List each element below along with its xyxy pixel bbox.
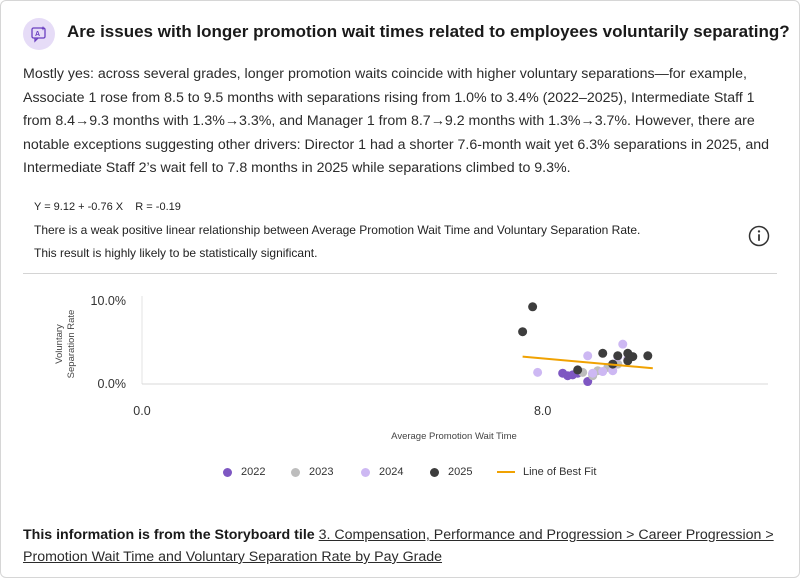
storyboard-tile-link[interactable]: 3. Compensation, Performance and Progres… — [23, 527, 774, 565]
legend-item-2023[interactable]: 2023 — [291, 466, 333, 478]
y-tick-label: 0.0% — [98, 377, 127, 391]
point-2022 — [558, 368, 568, 378]
point-2025 — [573, 365, 583, 375]
point-2025 — [518, 327, 528, 337]
legend-item-2022[interactable]: 2022 — [223, 466, 265, 478]
source-attribution: This information is from the Storyboard … — [23, 524, 783, 568]
point-2022 — [583, 377, 593, 387]
point-2025 — [598, 348, 608, 358]
regression-significance: This result is highly likely to be stati… — [34, 246, 318, 260]
point-2024 — [583, 351, 593, 361]
y-axis-label-line2: Separation Rate — [66, 310, 77, 379]
line-of-best-fit — [522, 355, 653, 370]
legend-label: 2023 — [309, 466, 334, 478]
point-2025 — [643, 351, 653, 361]
y-axis-label-line1: Voluntary — [54, 324, 65, 364]
legend-label: Line of Best Fit — [523, 466, 597, 478]
legend-label: 2025 — [448, 466, 473, 478]
y-tick-label: 10.0% — [91, 294, 126, 308]
legend-dot-marker — [430, 467, 439, 477]
source-lead: This information is from the Storyboard … — [23, 527, 315, 543]
regression-equation: Y = 9.12 + -0.76 X R = -0.19 — [34, 201, 181, 213]
legend-dot-marker — [223, 467, 232, 477]
point-2025 — [528, 302, 538, 312]
legend-item-2024[interactable]: 2024 — [361, 466, 403, 478]
legend-label: 2024 — [379, 466, 404, 478]
point-2025 — [613, 351, 623, 361]
point-2024 — [618, 339, 628, 349]
legend-label: 2022 — [241, 466, 266, 478]
legend-item-line-of-best-fit[interactable]: Line of Best Fit — [497, 466, 596, 478]
legend-dot-marker — [361, 467, 370, 477]
divider — [23, 273, 777, 274]
answer-text: Mostly yes: across several grades, longe… — [23, 66, 770, 176]
info-icon[interactable] — [748, 225, 770, 247]
legend-item-2025[interactable]: 2025 — [430, 466, 472, 478]
point-2024 — [588, 368, 598, 378]
svg-text:A: A — [35, 31, 40, 38]
x-tick-label: 0.0 — [133, 404, 150, 418]
point-2024 — [533, 367, 543, 377]
point-2024 — [598, 367, 608, 377]
legend-dot-marker — [291, 467, 300, 477]
question-title: Are issues with longer promotion wait ti… — [67, 22, 790, 41]
point-2025 — [628, 352, 638, 362]
scatter-chart: 0.0% 10.0% 0.0 8.0 Average Promotion Wait Ti… — [54, 294, 768, 442]
x-axis-label: Average Promotion Wait Time — [391, 431, 517, 442]
x-tick-label: 8.0 — [534, 404, 551, 418]
legend-line-marker — [497, 471, 515, 473]
ai-sparkle-icon: A — [23, 18, 55, 50]
point-2024 — [608, 366, 618, 376]
regression-interpretation: There is a weak positive linear relation… — [34, 223, 641, 237]
